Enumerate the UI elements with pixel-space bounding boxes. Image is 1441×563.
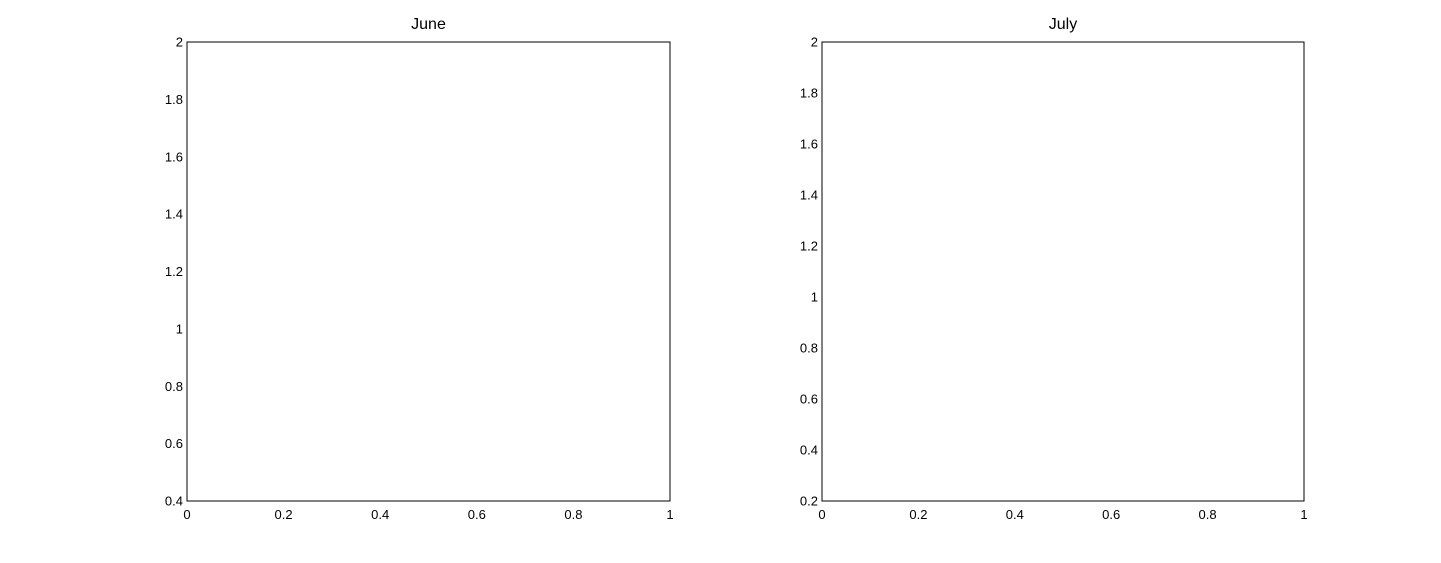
y-tick-label: 1.8 (800, 86, 818, 101)
y-tick-label: 0.4 (800, 443, 818, 458)
x-tick-label: 0.8 (564, 507, 582, 522)
x-tick-label: 0.2 (909, 507, 927, 522)
x-tick-label: 0.8 (1199, 507, 1217, 522)
y-tick-label: 1.2 (800, 239, 818, 254)
axes-box (821, 41, 1305, 502)
x-tick-label: 0.4 (371, 507, 389, 522)
plot-june: 0 0.2 0.4 0.6 0.8 1 0.4 0.6 0.8 1 1.2 1.4 1.6 1.8 2 Jun… (165, 16, 674, 522)
y-tick-label: 0.6 (165, 436, 183, 451)
y-tick-label: 1.4 (800, 188, 818, 203)
x-tick-label: 0.2 (275, 507, 293, 522)
y-tick-label: 1 (811, 290, 818, 305)
chart-title: June (411, 16, 446, 33)
y-tick-label: 0.6 (800, 392, 818, 407)
y-tick-label: 1.4 (165, 207, 183, 222)
y-tick-label: 2 (176, 35, 183, 50)
plot-july: 0 0.2 0.4 0.6 0.8 10.20.40.60.811.21.41.61.82… (800, 16, 1308, 522)
y-tick-label: 0.8 (165, 379, 183, 394)
y-tick-label: 1.6 (800, 137, 818, 152)
y-tick-label: 0.8 (800, 341, 818, 356)
x-tick-label: 1 (666, 507, 673, 522)
x-tick-label: 1 (1300, 507, 1307, 522)
x-tick-label: 0.6 (468, 507, 486, 522)
y-tick-label: 0.2 (800, 494, 818, 509)
y-tick-label: 1.6 (165, 149, 183, 164)
axes-box (186, 41, 671, 502)
y-tick-label: 0.4 (165, 494, 183, 509)
chart-title: July (1049, 16, 1077, 33)
y-tick-label: 1.8 (165, 92, 183, 107)
y-tick-label: 2 (811, 35, 818, 50)
x-tick-label: 0.6 (1102, 507, 1120, 522)
x-tick-label: 0.4 (1006, 507, 1024, 522)
x-tick-label: 0 (183, 507, 190, 522)
x-tick-label: 0 (818, 507, 825, 522)
y-tick-label: 1.2 (165, 264, 183, 279)
y-tick-label: 1 (176, 321, 183, 336)
